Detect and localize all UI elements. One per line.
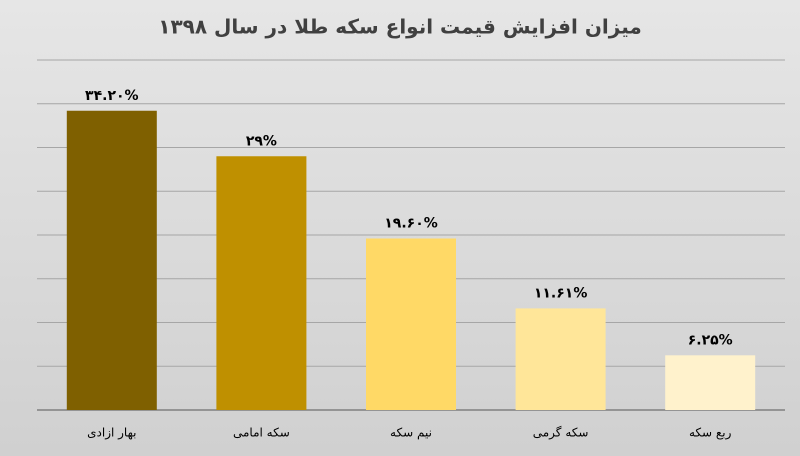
data-label: ۲۹% — [246, 133, 277, 149]
x-tick-label: نیم سکه — [390, 426, 432, 440]
x-tick-label: بهار ازادی — [87, 426, 136, 441]
x-tick-label: سکه امامی — [233, 426, 290, 440]
bar — [515, 308, 606, 410]
x-tick-label: سکه گرمی — [533, 426, 589, 441]
data-label: ۱۹.۶۰% — [384, 216, 438, 232]
data-label: ۶.۲۵% — [688, 332, 733, 348]
bar — [216, 156, 307, 410]
x-tick-label: ربع سکه — [689, 426, 732, 441]
data-label: ۳۴.۲۰% — [85, 88, 139, 104]
data-label: ۱۱.۶۱% — [534, 285, 588, 301]
bar — [366, 238, 456, 410]
chart-title: میزان افزایش قیمت انواع سکه طلا در سال ۱… — [158, 15, 642, 39]
bar — [665, 355, 756, 410]
bar — [66, 110, 157, 410]
